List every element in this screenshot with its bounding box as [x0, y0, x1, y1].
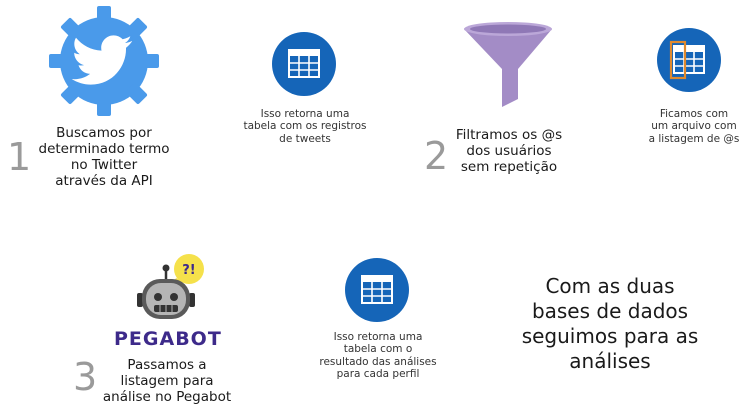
table-icon: [345, 258, 409, 322]
note-1-text: Isso retorna uma tabela com os registros…: [243, 108, 367, 145]
twitter-gear-icon: [47, 4, 161, 118]
table-column-icon: [657, 28, 721, 92]
note-3-text: Isso retorna uma tabela com o resultado …: [319, 331, 437, 381]
step-3-text: Passamos a listagem para análise no Pega…: [102, 357, 232, 405]
pegabot-robot-icon: ?!: [132, 252, 212, 324]
table-icon: [272, 32, 336, 96]
step-number-2: 2: [424, 134, 449, 178]
step-1-text: Buscamos por determinado termo no Twitte…: [38, 125, 170, 189]
pegabot-logo-text: PEGABOT: [114, 328, 222, 350]
note-2-text: Ficamos com um arquivo com a listagem de…: [648, 108, 740, 145]
pegabot-bubble-text: ?!: [182, 263, 195, 278]
step-number-1: 1: [7, 135, 32, 179]
step-2-text: Filtramos os @s dos usuários sem repetiç…: [455, 127, 563, 175]
funnel-icon: [462, 19, 554, 109]
step-number-3: 3: [73, 355, 98, 399]
conclusion-text: Com as duas bases de dados seguimos para…: [521, 274, 699, 373]
